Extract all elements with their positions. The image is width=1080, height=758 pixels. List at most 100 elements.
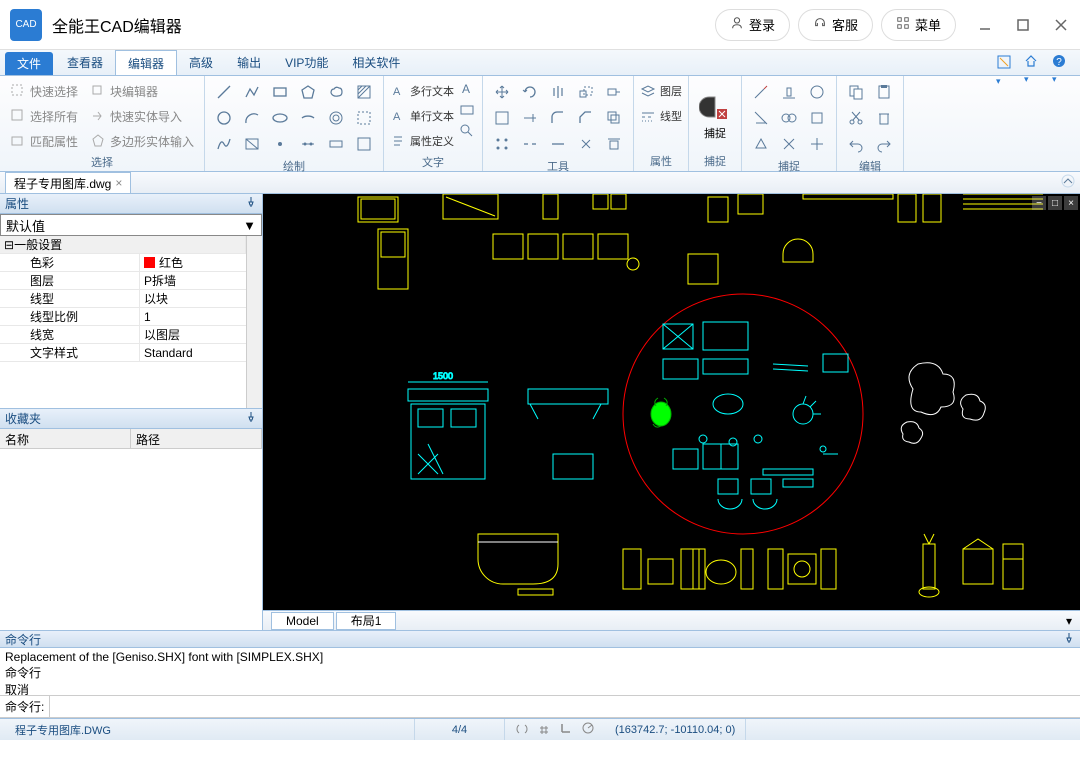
layer-button[interactable]: 图层: [640, 80, 682, 102]
drawing-canvas[interactable]: − □ ×: [263, 194, 1080, 610]
gradient-tool[interactable]: [239, 132, 265, 156]
snap-endpoint[interactable]: [748, 80, 774, 104]
explode-tool[interactable]: [573, 132, 599, 156]
property-row-color[interactable]: 色彩红色: [0, 254, 246, 272]
region-tool[interactable]: [351, 106, 377, 130]
undo-tool[interactable]: [843, 132, 869, 156]
help-icon[interactable]: ?▾: [1052, 54, 1070, 72]
vp-close[interactable]: ×: [1064, 196, 1078, 210]
collapse-icon[interactable]: [1061, 174, 1075, 191]
point-tool[interactable]: [267, 132, 293, 156]
linetype-button[interactable]: 线型: [640, 105, 682, 127]
cut-tool[interactable]: [843, 106, 869, 130]
snap-center[interactable]: [804, 80, 830, 104]
break-tool[interactable]: [517, 132, 543, 156]
snap-quadrant[interactable]: [748, 106, 774, 130]
rotate-tool[interactable]: [517, 80, 543, 104]
polygon-entity-input[interactable]: 多边形实体输入: [86, 130, 198, 152]
circle-tool[interactable]: [211, 106, 237, 130]
divide-tool[interactable]: [295, 132, 321, 156]
menu-tab-file[interactable]: 文件: [5, 52, 53, 75]
property-filter-dropdown[interactable]: 默认值 ▼: [0, 214, 262, 236]
join-tool[interactable]: [545, 132, 571, 156]
hatch-tool[interactable]: [351, 80, 377, 104]
mirror-tool[interactable]: [545, 80, 571, 104]
array-tool[interactable]: [489, 132, 515, 156]
paste-tool[interactable]: [871, 80, 897, 104]
fillet-tool[interactable]: [545, 106, 571, 130]
menu-tab-output[interactable]: 输出: [225, 50, 273, 75]
scale-tool[interactable]: [573, 80, 599, 104]
multiline-text[interactable]: A多行文本: [390, 80, 454, 102]
property-row-linetype[interactable]: 线型以块: [0, 290, 246, 308]
arc-tool[interactable]: [239, 106, 265, 130]
property-row-layer[interactable]: 图层P拆墙: [0, 272, 246, 290]
quick-select[interactable]: 快速选择: [6, 80, 82, 102]
property-group[interactable]: ⊟ 一般设置: [0, 236, 246, 254]
move-tool[interactable]: [489, 80, 515, 104]
property-row-ltscale[interactable]: 线型比例1: [0, 308, 246, 326]
menu-tab-related[interactable]: 相关软件: [340, 50, 412, 75]
polygon-tool[interactable]: [295, 80, 321, 104]
layout-dropdown[interactable]: ▾: [1066, 614, 1072, 628]
snap-perpendicular[interactable]: [804, 106, 830, 130]
snap-toggle[interactable]: [515, 721, 529, 738]
snap-node[interactable]: [804, 132, 830, 156]
pin-icon[interactable]: [1063, 632, 1075, 647]
spline-tool[interactable]: [211, 132, 237, 156]
attribute-def[interactable]: 属性定义: [390, 130, 454, 152]
property-row-lineweight[interactable]: 线宽以图层: [0, 326, 246, 344]
command-input[interactable]: [49, 696, 1080, 717]
offset-tool[interactable]: [601, 106, 627, 130]
polyline-tool[interactable]: [239, 80, 265, 104]
property-row-textstyle[interactable]: 文字样式Standard: [0, 344, 246, 362]
stretch-tool[interactable]: [601, 80, 627, 104]
trim-tool[interactable]: [489, 106, 515, 130]
rect-tool[interactable]: [267, 80, 293, 104]
boundary-tool[interactable]: [351, 132, 377, 156]
delete-tool[interactable]: [871, 106, 897, 130]
single-text[interactable]: A单行文本: [390, 105, 454, 127]
layout-tab[interactable]: 布局1: [336, 612, 397, 630]
ellipse-arc-tool[interactable]: [295, 106, 321, 130]
fav-col-path[interactable]: 路径: [131, 429, 262, 448]
menu-tab-viewer[interactable]: 查看器: [55, 50, 115, 75]
file-tab-close[interactable]: ×: [115, 176, 122, 190]
measure-tool[interactable]: [323, 132, 349, 156]
menu-button[interactable]: 菜单: [881, 9, 956, 41]
snap-midpoint[interactable]: [776, 80, 802, 104]
chamfer-tool[interactable]: [573, 106, 599, 130]
text-find[interactable]: [458, 122, 476, 140]
support-button[interactable]: 客服: [798, 9, 873, 41]
text-edit[interactable]: [458, 101, 476, 119]
minimize-button[interactable]: [976, 16, 994, 34]
vp-maximize[interactable]: □: [1048, 196, 1062, 210]
snap-nearest[interactable]: [776, 132, 802, 156]
fav-col-name[interactable]: 名称: [0, 429, 131, 448]
grid-toggle[interactable]: [537, 721, 551, 738]
donut-tool[interactable]: [323, 106, 349, 130]
select-all[interactable]: 选择所有: [6, 105, 82, 127]
snap-button[interactable]: 捕捉: [695, 80, 735, 151]
menu-tab-editor[interactable]: 编辑器: [115, 50, 177, 75]
match-properties[interactable]: 匹配属性: [6, 130, 82, 152]
ortho-toggle[interactable]: [559, 721, 573, 738]
pin-icon[interactable]: [245, 196, 257, 211]
login-button[interactable]: 登录: [715, 9, 790, 41]
file-tab[interactable]: 程子专用图库.dwg ×: [5, 172, 131, 193]
snap-intersection[interactable]: [776, 106, 802, 130]
text-style[interactable]: A: [458, 80, 476, 98]
property-scrollbar[interactable]: [246, 236, 262, 408]
model-tab[interactable]: Model: [271, 612, 334, 630]
copy-tool[interactable]: [843, 80, 869, 104]
line-tool[interactable]: [211, 80, 237, 104]
redo-tool[interactable]: [871, 132, 897, 156]
pin-icon[interactable]: [245, 411, 257, 426]
close-button[interactable]: [1052, 16, 1070, 34]
palette-icon[interactable]: ▾: [996, 54, 1014, 72]
ellipse-tool[interactable]: [267, 106, 293, 130]
align-tool[interactable]: [601, 132, 627, 156]
extend-tool[interactable]: [517, 106, 543, 130]
snap-tangent[interactable]: [748, 132, 774, 156]
home-icon[interactable]: ▾: [1024, 54, 1042, 72]
